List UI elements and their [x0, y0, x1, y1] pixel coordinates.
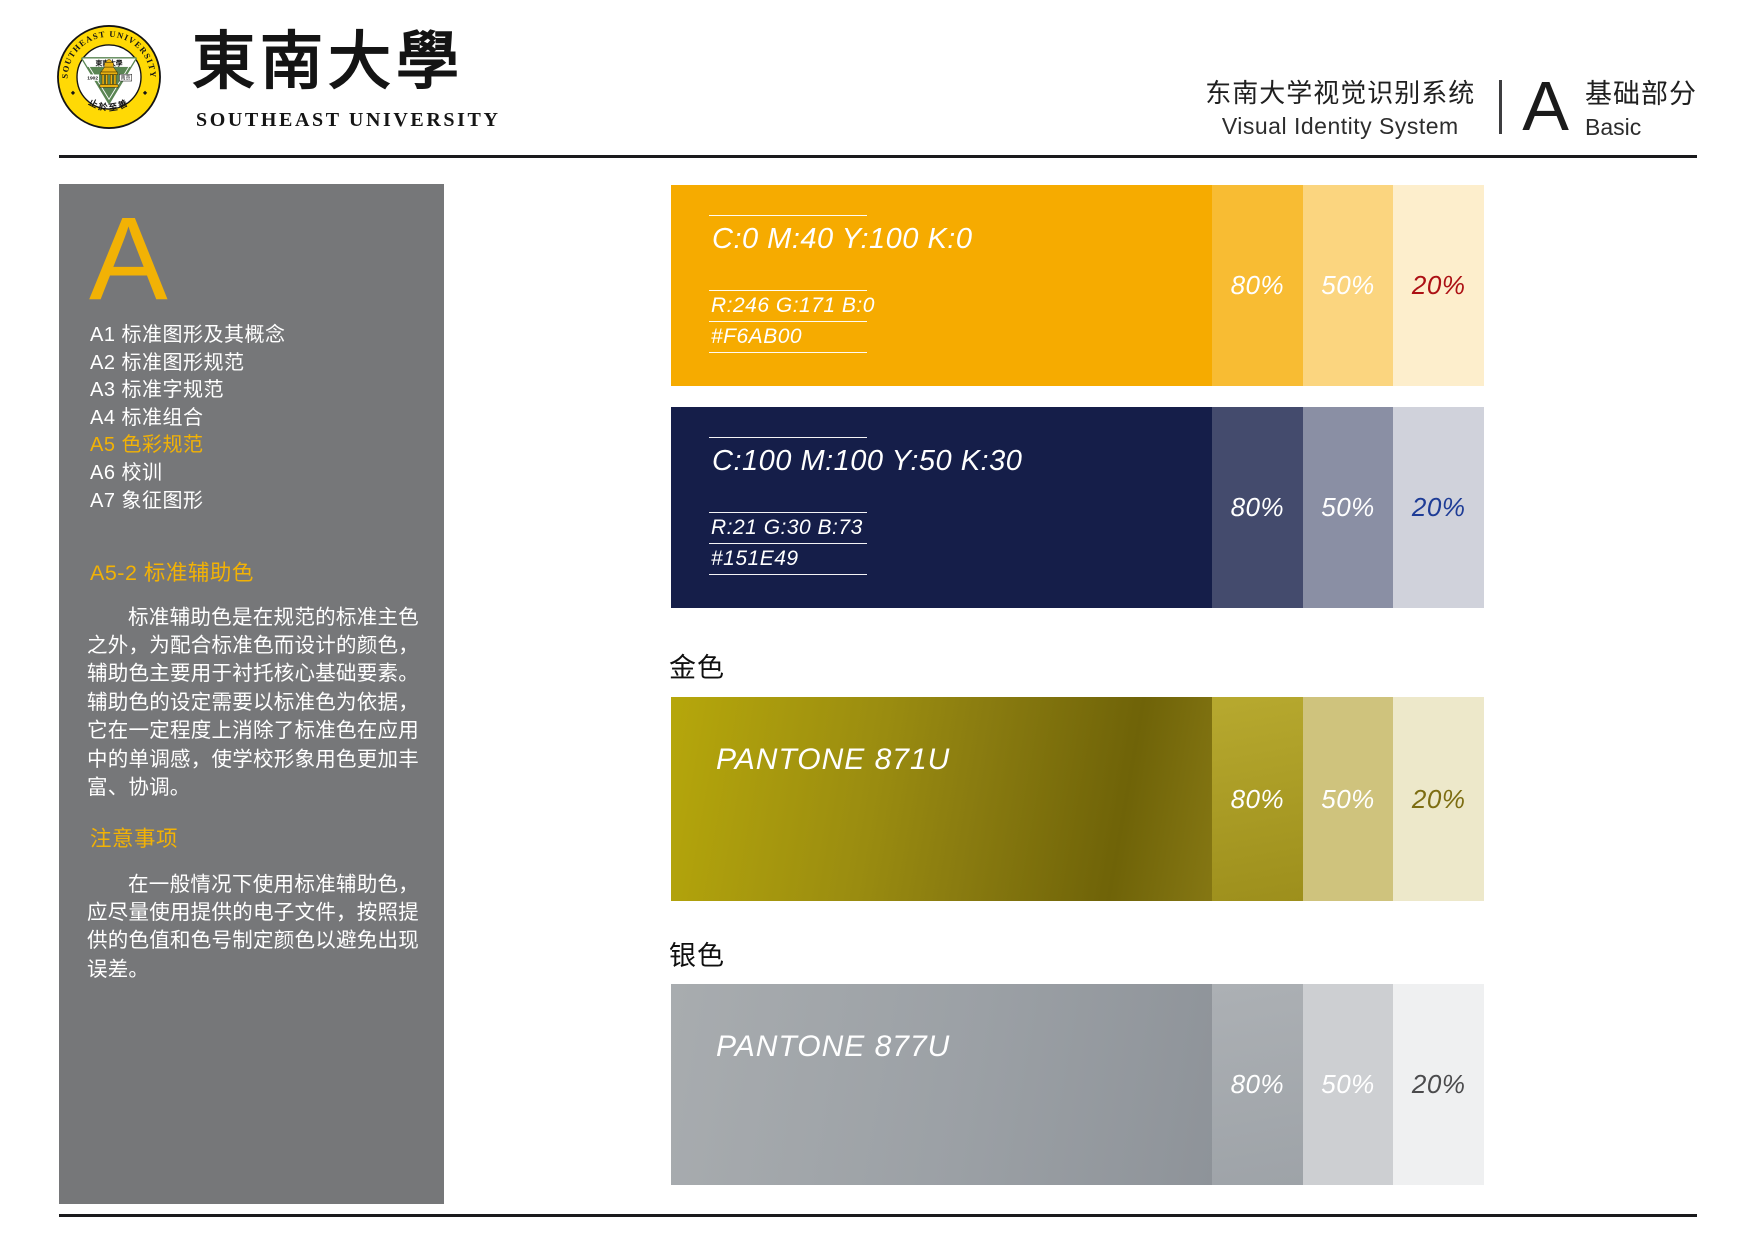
blue-tint-50: 50%: [1302, 407, 1394, 608]
header-rule: [59, 155, 1697, 158]
tint-label: 50%: [1321, 1069, 1375, 1099]
tint-label: 80%: [1230, 270, 1285, 300]
sidebar-menu: A1 标准图形及其概念 A2 标准图形规范 A3 标准字规范 A4 标准组合 A…: [90, 322, 286, 515]
sidebar-section-letter: A: [89, 193, 168, 325]
orange-tint-80: 80%: [1212, 185, 1303, 386]
silver-tint-20: 20%: [1393, 984, 1485, 1185]
silver-tint-50: 50%: [1302, 984, 1394, 1185]
university-seal-logo: SOUTHEAST UNIVERSITY 止於至善 東南大學 1902: [57, 25, 161, 129]
rule-line: [709, 512, 867, 513]
gold-title: 金色: [669, 653, 725, 683]
sidebar-item-a2[interactable]: A2 标准图形规范: [90, 351, 245, 374]
seal-city-text: 南京: [120, 75, 130, 82]
blue-main-block: C:100 M:100 Y:50 K:30 R:21 G:30 B:73 #15…: [671, 407, 1212, 608]
rule-line: [709, 215, 867, 216]
orange-hex-value: #F6AB00: [711, 325, 803, 348]
tint-label: 80%: [1230, 783, 1285, 814]
rule-line: [709, 352, 867, 353]
blue-cmyk-value: C:100 M:100 Y:50 K:30: [712, 445, 1023, 477]
tint-label: 20%: [1411, 1069, 1466, 1099]
section-body-text: 标准辅助色是在规范的标准主色之外，为配合标准色而设计的颜色，辅助色主要用于衬托核…: [87, 605, 419, 799]
orange-main-block: C:0 M:40 Y:100 K:0 R:246 G:171 B:0 #F6AB…: [671, 185, 1212, 386]
sidebar-item-a7[interactable]: A7 象征图形: [90, 489, 204, 512]
silver-pantone-name: PANTONE 877U: [716, 1030, 951, 1063]
section-letter: A: [1522, 67, 1569, 145]
section-heading: A5-2 标准辅助色: [90, 561, 254, 585]
rule-line: [709, 574, 867, 575]
orange-tint-20: 20%: [1393, 185, 1485, 386]
header-right: 东南大学视觉识别系统 Visual Identity System A 基础部分…: [1205, 67, 1697, 145]
blue-tint-20: 20%: [1393, 407, 1485, 608]
gold-tint-50: 50%: [1302, 697, 1394, 901]
tint-label: 20%: [1411, 492, 1466, 522]
sidebar: A A1 标准图形及其概念 A2 标准图形规范 A3 标准字规范 A4 标准组合…: [59, 184, 444, 1204]
tint-label: 50%: [1321, 270, 1375, 300]
section-title-zh: 基础部分: [1585, 79, 1697, 109]
blue-color-swatch: C:100 M:100 Y:50 K:30 R:21 G:30 B:73 #15…: [671, 407, 1485, 608]
orange-rgb-value: R:246 G:171 B:0: [711, 294, 875, 317]
silver-main-block: PANTONE 877U: [671, 984, 1212, 1185]
rule-line: [709, 437, 867, 438]
sidebar-item-a3[interactable]: A3 标准字规范: [90, 379, 225, 402]
gold-main-block: PANTONE 871U: [671, 697, 1212, 901]
rule-line: [709, 543, 867, 544]
rule-line: [709, 321, 867, 322]
orange-cmyk-value: C:0 M:40 Y:100 K:0: [712, 223, 973, 255]
rule-line: [709, 290, 867, 291]
tint-label: 80%: [1230, 492, 1285, 522]
gold-tint-80: 80%: [1212, 697, 1303, 901]
silver-tint-80: 80%: [1212, 984, 1303, 1185]
vis-title-zh: 东南大学视觉识别系统: [1205, 78, 1476, 108]
tint-label: 50%: [1321, 492, 1375, 522]
sidebar-item-a6[interactable]: A6 校训: [90, 461, 163, 484]
university-name-english: SOUTHEAST UNIVERSITY: [196, 109, 501, 131]
tint-label: 20%: [1411, 783, 1466, 814]
gold-pantone-name: PANTONE 871U: [716, 743, 951, 776]
sidebar-item-a5-active[interactable]: A5 色彩规范: [90, 434, 204, 457]
tint-label: 80%: [1230, 1069, 1285, 1099]
notes-heading: 注意事项: [90, 827, 179, 851]
blue-tint-80: 80%: [1212, 407, 1303, 608]
sidebar-item-a4[interactable]: A4 标准组合: [90, 406, 204, 429]
header-divider: [1499, 79, 1503, 134]
silver-title: 银色: [669, 941, 725, 971]
sidebar-item-a1[interactable]: A1 标准图形及其概念: [90, 324, 286, 346]
notes-body-text: 在一般情况下使用标准辅助色，应尽量使用提供的电子文件，按照提供的色值和色号制定颜…: [87, 872, 419, 981]
vis-title-en: Visual Identity System: [1221, 113, 1459, 139]
tint-label: 50%: [1321, 783, 1375, 814]
section-title-en: Basic: [1585, 114, 1642, 140]
blue-hex-value: #151E49: [711, 547, 799, 570]
seal-year-text: 1902: [87, 75, 98, 81]
university-name-calligraphy: 東南大學: [192, 24, 464, 98]
tint-label: 20%: [1411, 270, 1466, 300]
orange-color-swatch: C:0 M:40 Y:100 K:0 R:246 G:171 B:0 #F6AB…: [671, 185, 1485, 386]
gold-pantone-swatch: PANTONE 871U 80% 50% 20%: [671, 697, 1485, 901]
blue-rgb-value: R:21 G:30 B:73: [711, 516, 863, 539]
gold-tint-20: 20%: [1393, 697, 1485, 901]
silver-pantone-swatch: PANTONE 877U 80% 50% 20%: [671, 984, 1485, 1185]
orange-tint-50: 50%: [1302, 185, 1394, 386]
seal-pavilion-icon: [99, 59, 119, 88]
footer-rule: [59, 1214, 1697, 1217]
